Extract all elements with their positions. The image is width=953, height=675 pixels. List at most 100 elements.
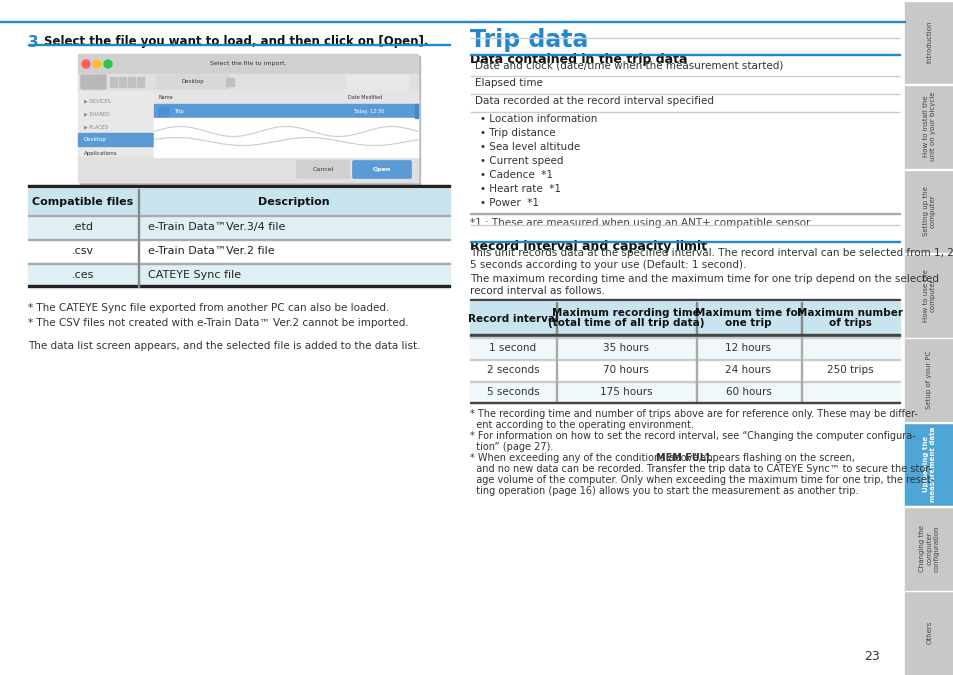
Text: ent according to the operating environment.: ent according to the operating environme…: [470, 420, 693, 430]
Bar: [696, 381, 697, 403]
Bar: [470, 402, 899, 403]
Text: 1 second: 1 second: [489, 343, 536, 353]
Text: Others: Others: [925, 621, 931, 645]
Bar: [904, 422, 953, 423]
Bar: [904, 506, 953, 591]
Bar: [138, 189, 139, 215]
Bar: [28, 285, 450, 287]
Bar: [78, 74, 417, 90]
Bar: [696, 359, 697, 381]
Text: and no new data can be recorded. Transfer the trip data to CATEYE Sync™ to secur: and no new data can be recorded. Transfe…: [470, 464, 931, 474]
Text: *1 : These are measured when using an ANT+ compatible sensor.: *1 : These are measured when using an AN…: [470, 218, 812, 228]
FancyBboxPatch shape: [352, 161, 411, 178]
Text: Setup of your PC: Setup of your PC: [925, 350, 931, 409]
Text: Changing the
computer
configuration: Changing the computer configuration: [919, 525, 939, 572]
Text: Trip: Trip: [173, 109, 184, 113]
Bar: [904, 338, 953, 422]
Text: Cancel: Cancel: [312, 167, 334, 172]
Text: • Cadence  *1: • Cadence *1: [479, 170, 553, 180]
Bar: [470, 334, 899, 335]
Bar: [153, 118, 417, 157]
Text: 60 hours: 60 hours: [725, 387, 771, 397]
Bar: [153, 91, 417, 157]
Text: Setting up the
computer: Setting up the computer: [923, 186, 935, 236]
Text: • Location information: • Location information: [479, 114, 597, 124]
Bar: [556, 302, 557, 335]
Text: • Trip distance: • Trip distance: [479, 128, 555, 138]
Bar: [80, 56, 419, 184]
Bar: [904, 253, 953, 338]
Bar: [138, 239, 139, 263]
Bar: [556, 381, 557, 403]
Bar: [470, 302, 899, 335]
Bar: [128, 77, 135, 87]
Bar: [904, 506, 953, 507]
Text: ▶ PLACES: ▶ PLACES: [84, 124, 108, 130]
Text: Select the file to import.: Select the file to import.: [210, 61, 286, 67]
Bar: [0, 20, 904, 22]
Text: of trips: of trips: [828, 319, 871, 329]
Text: Description: Description: [258, 197, 330, 207]
Text: MEM FULL: MEM FULL: [655, 453, 711, 463]
Bar: [153, 91, 417, 104]
Text: e-Train Data™Ver.3/4 file: e-Train Data™Ver.3/4 file: [148, 222, 285, 232]
FancyBboxPatch shape: [296, 161, 349, 178]
Text: Open: Open: [373, 167, 391, 172]
Text: Compatible files: Compatible files: [32, 197, 133, 207]
Bar: [904, 84, 953, 169]
Text: 5 seconds: 5 seconds: [486, 387, 538, 397]
Text: 23: 23: [863, 650, 879, 663]
Text: This unit records data at the specified interval. The record interval can be sel: This unit records data at the specified …: [470, 248, 953, 258]
Text: .etd: .etd: [71, 222, 94, 232]
Text: 250 trips: 250 trips: [826, 365, 873, 375]
Text: • Power  *1: • Power *1: [479, 198, 538, 208]
FancyBboxPatch shape: [157, 75, 229, 89]
Bar: [28, 215, 450, 239]
Bar: [28, 239, 450, 263]
Bar: [904, 253, 953, 254]
Text: * The CSV files not created with e-Train Data™ Ver.2 cannot be imported.: * The CSV files not created with e-Train…: [28, 318, 408, 328]
Text: Data recorded at the record interval specified: Data recorded at the record interval spe…: [475, 96, 713, 106]
Bar: [470, 381, 899, 403]
Bar: [78, 157, 417, 182]
FancyBboxPatch shape: [94, 75, 106, 89]
Text: one trip: one trip: [724, 319, 771, 329]
Text: Desktop: Desktop: [84, 138, 107, 142]
Bar: [78, 133, 152, 146]
Text: 5 seconds according to your use (Default: 1 second).: 5 seconds according to your use (Default…: [470, 260, 745, 270]
Bar: [28, 263, 450, 287]
Bar: [470, 337, 899, 359]
Text: * The CATEYE Sync file exported from another PC can also be loaded.: * The CATEYE Sync file exported from ano…: [28, 303, 389, 313]
Bar: [110, 77, 117, 87]
Circle shape: [82, 60, 90, 68]
FancyBboxPatch shape: [81, 75, 92, 89]
Text: tion” (page 27).: tion” (page 27).: [470, 442, 553, 452]
Text: .csv: .csv: [71, 246, 94, 256]
Bar: [153, 104, 417, 118]
Bar: [556, 337, 557, 359]
Bar: [696, 337, 697, 359]
Bar: [78, 91, 152, 157]
Text: • Heart rate  *1: • Heart rate *1: [479, 184, 560, 194]
Text: Record interval and capacity limit: Record interval and capacity limit: [470, 240, 706, 253]
Bar: [119, 77, 126, 87]
Bar: [415, 104, 417, 118]
Text: * The recording time and number of trips above are for reference only. These may: * The recording time and number of trips…: [470, 409, 917, 419]
Text: Maximum number: Maximum number: [797, 308, 902, 319]
Bar: [904, 0, 953, 84]
Text: Today, 12:30: Today, 12:30: [353, 109, 384, 113]
Text: • Sea level altitude: • Sea level altitude: [479, 142, 579, 152]
Circle shape: [104, 60, 112, 68]
Bar: [137, 77, 144, 87]
Text: e-Train Data™Ver.2 file: e-Train Data™Ver.2 file: [148, 246, 274, 256]
Text: Maximum recording time: Maximum recording time: [552, 308, 700, 319]
Bar: [138, 215, 139, 239]
Bar: [470, 298, 899, 300]
Bar: [138, 263, 139, 287]
Text: CATEYE Sync file: CATEYE Sync file: [148, 270, 241, 280]
Text: Data contained in the trip data: Data contained in the trip data: [470, 53, 687, 66]
Bar: [904, 591, 953, 675]
FancyBboxPatch shape: [347, 75, 409, 89]
Text: Applications: Applications: [84, 151, 117, 155]
Text: How to install the
unit on your bicycle: How to install the unit on your bicycle: [923, 92, 935, 161]
